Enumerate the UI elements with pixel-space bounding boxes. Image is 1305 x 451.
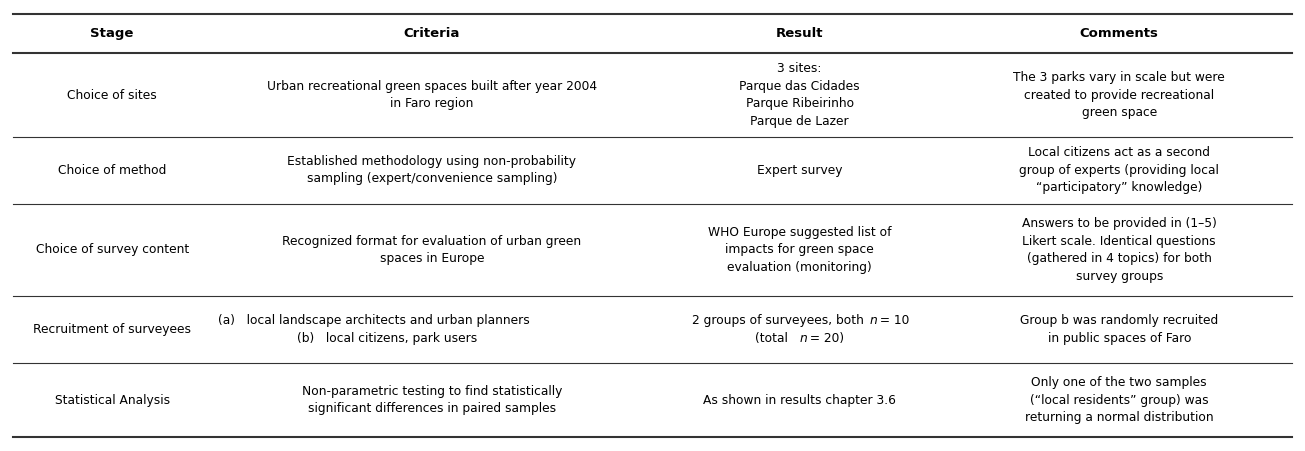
Text: = 20): = 20) [806,332,844,345]
Text: The 3 parks vary in scale but were
created to provide recreational
green space: The 3 parks vary in scale but were creat… [1014,71,1225,119]
Text: Answers to be provided in (1–5)
Likert scale. Identical questions
(gathered in 4: Answers to be provided in (1–5) Likert s… [1022,217,1216,283]
Text: n: n [869,314,877,327]
Text: (b)   local citizens, park users: (b) local citizens, park users [298,332,478,345]
Text: Choice of method: Choice of method [57,164,166,177]
Text: Choice of sites: Choice of sites [68,88,157,101]
Text: Group b was randomly recruited
in public spaces of Faro: Group b was randomly recruited in public… [1021,314,1219,345]
Text: 2 groups of surveyees, both: 2 groups of surveyees, both [692,314,868,327]
Text: Recruitment of surveyees: Recruitment of surveyees [33,323,191,336]
Text: (total: (total [756,332,792,345]
Text: Choice of survey content: Choice of survey content [35,244,189,256]
Text: Local citizens act as a second
group of experts (providing local
“participatory”: Local citizens act as a second group of … [1019,146,1219,194]
Text: Recognized format for evaluation of urban green
spaces in Europe: Recognized format for evaluation of urba… [282,235,582,265]
Text: Statistical Analysis: Statistical Analysis [55,394,170,407]
Text: = 10: = 10 [876,314,910,327]
Text: As shown in results chapter 3.6: As shown in results chapter 3.6 [703,394,897,407]
Text: Expert survey: Expert survey [757,164,842,177]
Text: n: n [800,332,808,345]
Text: 3 sites:
Parque das Cidades
Parque Ribeirinho
Parque de Lazer: 3 sites: Parque das Cidades Parque Ribei… [739,62,860,128]
Text: Criteria: Criteria [403,27,461,40]
Text: Urban recreational green spaces built after year 2004
in Faro region: Urban recreational green spaces built af… [266,80,596,110]
Text: Result: Result [776,27,823,40]
Text: Comments: Comments [1079,27,1159,40]
Text: WHO Europe suggested list of
impacts for green space
evaluation (monitoring): WHO Europe suggested list of impacts for… [707,226,891,274]
Text: Established methodology using non-probability
sampling (expert/convenience sampl: Established methodology using non-probab… [287,155,577,185]
Text: Only one of the two samples
(“local residents” group) was
returning a normal dis: Only one of the two samples (“local resi… [1024,376,1214,424]
Text: Stage: Stage [90,27,134,40]
Text: (a)   local landscape architects and urban planners: (a) local landscape architects and urban… [218,314,530,327]
Text: Non-parametric testing to find statistically
significant differences in paired s: Non-parametric testing to find statistic… [301,385,562,415]
